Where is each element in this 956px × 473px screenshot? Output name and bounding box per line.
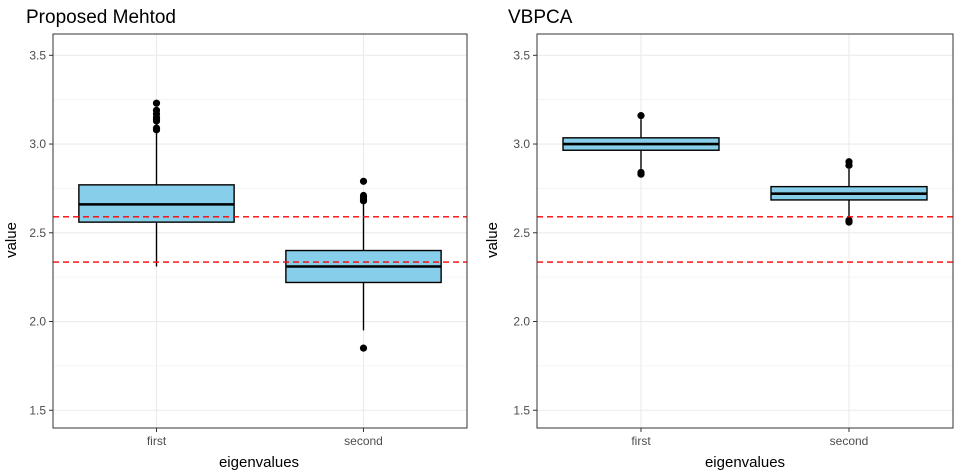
outlier-point bbox=[152, 99, 161, 107]
outlier-point bbox=[637, 112, 645, 120]
x-tick-label: first bbox=[631, 434, 651, 448]
y-tick-label: 3.0 bbox=[29, 137, 46, 151]
y-tick-label: 2.5 bbox=[29, 226, 46, 240]
x-tick-label: second bbox=[830, 434, 869, 448]
y-tick-label: 3.5 bbox=[513, 48, 530, 62]
x-tick-label: second bbox=[344, 434, 383, 448]
outlier-point bbox=[845, 216, 853, 224]
y-tick-label: 3.0 bbox=[513, 137, 530, 151]
outlier-point bbox=[637, 168, 645, 177]
plot-background bbox=[537, 34, 953, 428]
panel-title: VBPCA bbox=[508, 7, 573, 28]
y-tick-label: 2.0 bbox=[513, 315, 530, 329]
box-first bbox=[78, 99, 235, 267]
plot-area: 1.5 2.0 2.5 3.0 3.5 first second bbox=[29, 33, 468, 448]
panel-border bbox=[536, 33, 954, 429]
y-axis-title: value bbox=[484, 222, 501, 258]
plot-background bbox=[53, 34, 467, 428]
outlier-point bbox=[152, 124, 161, 132]
outlier-point bbox=[359, 191, 368, 200]
outlier-point bbox=[359, 177, 368, 185]
outlier-point bbox=[359, 344, 368, 352]
panel-border bbox=[52, 33, 468, 429]
x-tick-label: first bbox=[147, 434, 167, 448]
outlier-point bbox=[845, 158, 853, 166]
y-tick-label: 2.5 bbox=[513, 226, 530, 240]
y-tick-label: 3.5 bbox=[29, 48, 46, 62]
panel-proposed-method: Proposed Mehtod value eigenvalues 1.5 2.0… bbox=[3, 7, 468, 471]
panel-title: Proposed Mehtod bbox=[26, 7, 176, 28]
panel-vbpca: VBPCA value eigenvalues 1.5 2.0 2.5 3.0 3.5 f… bbox=[484, 7, 954, 471]
y-tick-label: 2.0 bbox=[29, 315, 46, 329]
plot-area: 1.5 2.0 2.5 3.0 3.5 first second bbox=[513, 33, 954, 448]
box-first bbox=[562, 112, 720, 178]
box-second bbox=[770, 158, 928, 226]
outlier-point bbox=[152, 106, 161, 114]
x-axis-title: eigenvalues bbox=[219, 454, 299, 471]
y-tick-label: 1.5 bbox=[513, 403, 530, 417]
y-axis-title: value bbox=[3, 222, 20, 258]
box-second bbox=[285, 177, 442, 352]
x-axis-title: eigenvalues bbox=[705, 454, 785, 471]
y-tick-label: 1.5 bbox=[29, 403, 46, 417]
